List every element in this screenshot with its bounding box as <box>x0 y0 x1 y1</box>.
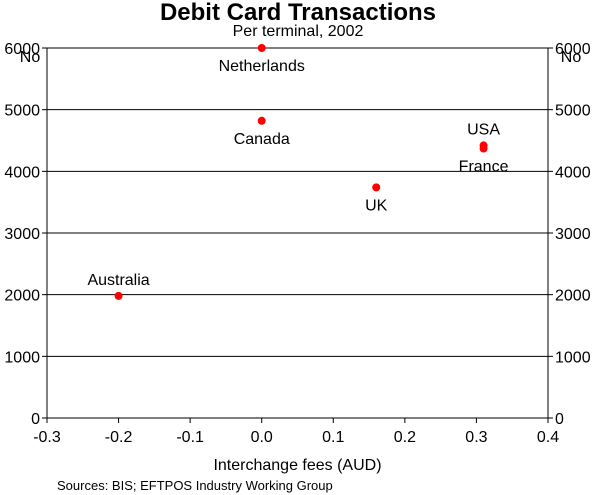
chart-subtitle: Per terminal, 2002 <box>232 23 364 40</box>
x-tick-label: 0.4 <box>537 429 559 446</box>
y-tick-label-left: 6000 <box>4 41 40 58</box>
y-axis-label-right: No <box>561 49 582 66</box>
chart-title: Debit Card Transactions <box>159 0 437 26</box>
data-point <box>257 44 266 52</box>
y-tick-label-left: 2000 <box>4 288 40 305</box>
x-tick-label: 0.2 <box>394 429 416 446</box>
y-tick-label-right: 1000 <box>555 349 591 366</box>
x-tick-label: -0.1 <box>176 429 204 446</box>
data-point <box>257 116 266 125</box>
y-axis-label-left: No <box>20 49 41 66</box>
data-points: Netherlands Canada USA France UK Australia <box>87 44 509 300</box>
point-label: Australia <box>87 272 149 289</box>
y-tick-label-right: 3000 <box>555 226 591 243</box>
x-tick-label: -0.2 <box>105 429 133 446</box>
source-note: Sources: BIS; EFTPOS Industry Working Gr… <box>57 478 333 493</box>
y-tick-label-left: 0 <box>31 411 40 428</box>
y-tick-label-right: 0 <box>555 411 564 428</box>
data-point <box>114 291 123 300</box>
y-tick-label-right: 5000 <box>555 103 591 120</box>
x-axis-label: Interchange fees (AUD) <box>213 457 381 474</box>
data-point <box>372 183 381 192</box>
point-label: UK <box>365 197 388 214</box>
point-label: Canada <box>234 131 290 148</box>
y-tick-label-right: 6000 <box>555 41 591 58</box>
x-tick-label: 0.1 <box>322 429 344 446</box>
x-tick-label: 0.3 <box>465 429 487 446</box>
grid-lines <box>47 109 548 357</box>
x-ticks: -0.3 -0.2 -0.1 0.0 0.1 0.2 0.3 0.4 <box>33 418 559 446</box>
point-label: Netherlands <box>219 58 305 75</box>
y-tick-label-left: 3000 <box>4 226 40 243</box>
y-tick-label-left: 4000 <box>4 164 40 181</box>
point-label: USA <box>467 121 500 138</box>
data-point <box>479 144 488 153</box>
point-label: France <box>459 159 509 176</box>
y-tick-label-left: 1000 <box>4 349 40 366</box>
y-tick-label-right: 4000 <box>555 164 591 181</box>
x-tick-label: 0.0 <box>251 429 273 446</box>
y-tick-label-left: 5000 <box>4 103 40 120</box>
y-tick-label-right: 2000 <box>555 288 591 305</box>
x-tick-label: -0.3 <box>33 429 61 446</box>
y-ticks: 0 0 1000 1000 2000 2000 3000 3000 4000 4000 5000 50… <box>4 41 590 428</box>
